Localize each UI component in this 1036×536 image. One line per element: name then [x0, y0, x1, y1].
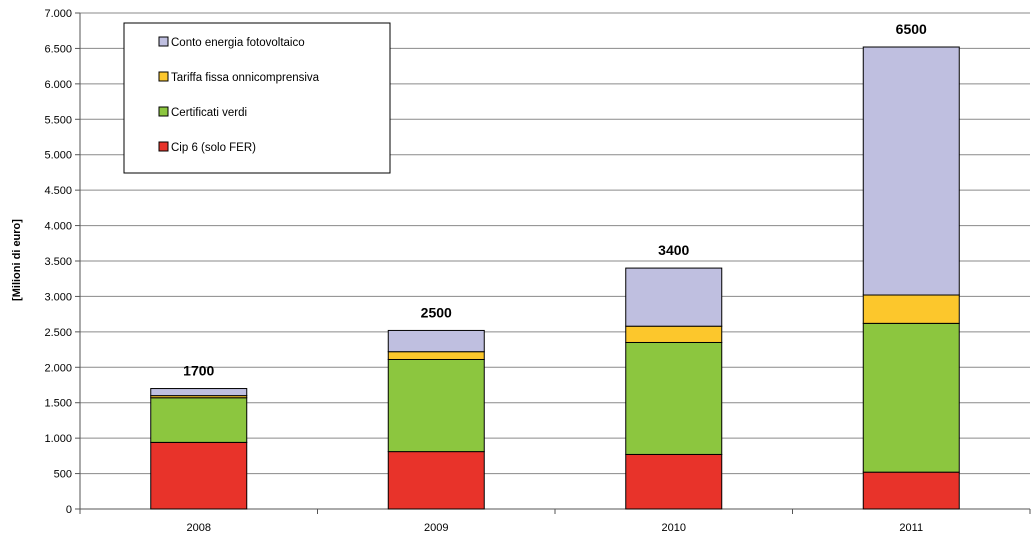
legend-swatch — [158, 106, 169, 117]
total-label: 6500 — [896, 21, 927, 37]
y-tick-label: 7.000 — [44, 8, 72, 20]
y-tick-label: 4.500 — [44, 185, 72, 197]
bar-segment — [862, 294, 960, 324]
legend-swatch — [158, 71, 169, 82]
y-tick-label: 3.500 — [44, 256, 72, 268]
bar-segment — [387, 329, 485, 353]
bar-segment — [150, 397, 248, 443]
total-label: 1700 — [183, 363, 214, 379]
y-tick-label: 6.500 — [44, 43, 72, 55]
y-tick-label: 0 — [66, 504, 72, 516]
bar-segment — [150, 388, 248, 397]
bar-segment — [387, 451, 485, 510]
y-tick-label: 2.500 — [44, 327, 72, 339]
legend-entry: Certificati verdi — [171, 107, 247, 119]
legend-entry: Tariffa fissa onnicomprensiva — [171, 72, 320, 84]
bar-segment — [625, 267, 723, 327]
total-labels: 1700 2500 3400 6500 — [183, 21, 927, 379]
bar-segment — [387, 351, 485, 360]
bar-segment — [387, 358, 485, 453]
y-tick-label: 1.500 — [44, 398, 72, 410]
y-tick-label: 500 — [54, 469, 72, 481]
bar-segment — [862, 471, 960, 510]
legend: Conto energia fotovoltaico Tariffa fissa … — [123, 22, 391, 174]
bar-segment — [862, 46, 960, 296]
x-tick-label: 2008 — [187, 522, 211, 534]
y-tick-label: 3.000 — [44, 291, 72, 303]
bar-segment — [625, 453, 723, 510]
x-tick-label: 2009 — [424, 522, 448, 534]
y-tick-label: 4.000 — [44, 221, 72, 233]
x-tick-label: 2011 — [899, 522, 923, 534]
legend-entry: Conto energia fotovoltaico — [171, 37, 305, 49]
bar-segment — [625, 341, 723, 455]
legend-swatch — [158, 36, 169, 47]
bars — [150, 46, 960, 510]
bar-segment — [625, 325, 723, 343]
x-axis: 2008 2009 2010 2011 — [79, 508, 1031, 534]
y-tick-label: 5.000 — [44, 150, 72, 162]
legend-entry: Cip 6 (solo FER) — [171, 142, 256, 154]
total-label: 3400 — [658, 242, 689, 258]
y-tick-label: 2.000 — [44, 362, 72, 374]
y-tick-label: 1.000 — [44, 433, 72, 445]
y-axis-label: [Milioni di euro] — [11, 219, 23, 301]
bar-segment — [862, 322, 960, 473]
bar-segment — [150, 441, 248, 510]
y-tick-label: 6.000 — [44, 79, 72, 91]
y-axis: 0 500 1.000 1.500 2.000 2.500 3.000 3.500 4.000 4… — [44, 8, 81, 516]
x-tick-label: 2010 — [662, 522, 686, 534]
total-label: 2500 — [421, 304, 452, 320]
legend-swatch — [158, 141, 169, 152]
y-tick-label: 5.500 — [44, 114, 72, 126]
